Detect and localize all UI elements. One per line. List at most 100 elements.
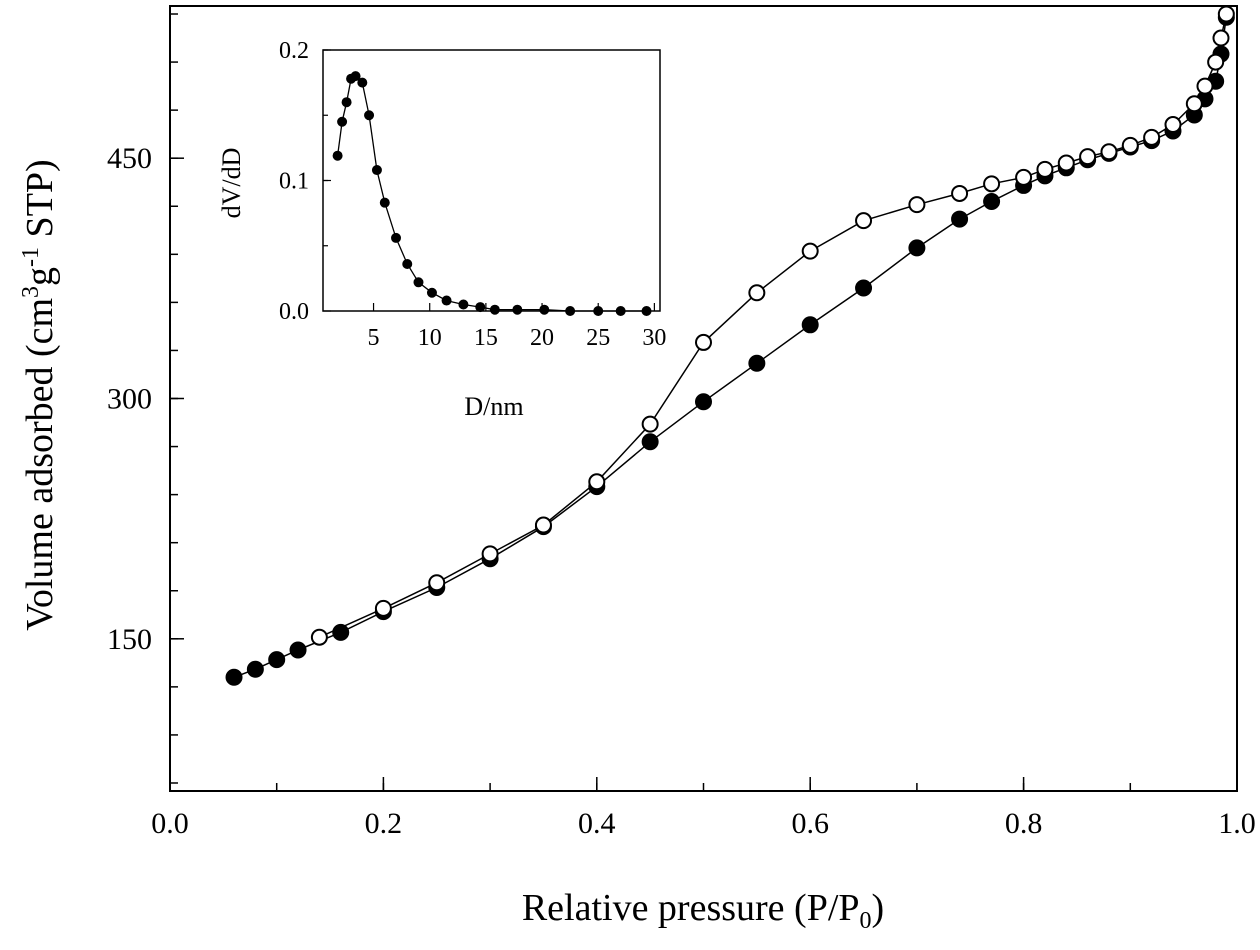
inset-x-tick-label: 5 [368,325,380,351]
inset-series-0-point [641,306,652,316]
inset-axes-ticks: 5 10 15 20 25 30 0.0 0.1 0.2 [279,38,666,351]
main-series-1-point [588,473,606,491]
inset-series-0-point [458,299,469,310]
main-series-1-point [983,175,1001,193]
main-series-1-point [374,599,392,617]
y-axis-label-g: g [19,267,61,286]
main-series-1-point [908,196,926,214]
inset-series-0-point [357,77,368,88]
main-series-1-point [1207,53,1225,71]
inset-y-tick-label: 0.0 [279,299,309,325]
inset-series-0-point [539,304,550,315]
main-series-1-point [481,545,499,563]
main-series-0-point [951,210,969,228]
inset-series-0-point [341,97,352,108]
main-series-1-point [1057,154,1075,172]
main-x-tick-label: 0.2 [365,807,403,840]
inset-series-0-point [475,302,486,313]
main-series-1-point [801,242,819,260]
main-series-0-point [695,393,712,411]
x-axis-label-text: Relative pressure (P/P [522,887,860,929]
main-series-1-point [1143,128,1161,146]
main-series-1-point [1079,148,1097,166]
main-axes-ticks: 0.0 0.2 0.4 0.6 0.8 1.0 150 300 450 [107,13,1256,840]
main-series-1-point [1196,77,1214,95]
main-series-0-point [748,354,766,372]
main-series-1-point [695,333,712,351]
inset-y-tick-label: 0.1 [279,169,309,195]
inset-y-tick-label: 0.2 [279,38,309,64]
main-series-0-point [289,641,307,659]
main-y-tick-label: 450 [107,142,152,175]
x-axis-label: Relative pressure (P/P0) [522,887,884,934]
y-axis-label: Volume adsorbed (cm3g-1 STP) [18,159,61,630]
main-y-tick-label: 150 [107,623,152,656]
y-axis-label-end: STP) [19,159,61,247]
inset-series-0-point [379,197,390,208]
main-series-0-point [983,192,1001,210]
main-series-1-point [1164,116,1182,134]
inset-series-group [332,71,652,316]
x-axis-label-subscript: 0 [860,908,872,934]
main-series-0-point [225,668,243,686]
inset-series-0-point [332,150,343,161]
main-x-tick-label: 0.8 [1005,807,1043,840]
inset-series-0-line [336,75,647,312]
main-series-1-point [1212,29,1230,47]
inset-series-0-point [364,110,375,121]
inset-x-tick-label: 30 [642,325,666,351]
inset-x-axis-label: D/nm [464,392,523,421]
main-series-1-point [1217,5,1235,23]
inset-series-0-point [593,306,604,316]
main-y-tick-label: 300 [107,383,152,416]
y-axis-label-superscript-1: 3 [18,286,44,298]
main-series-1-point [1036,160,1054,178]
inset-series-0-point [337,116,348,127]
main-series-1-point [951,184,969,202]
main-series-1-point [748,284,766,302]
main-series-0-point [801,316,819,334]
inset-series-0-point [426,287,437,298]
inset-series-0-point [615,306,626,316]
inset-series-0-point [350,71,361,82]
main-series-1-point [428,574,446,592]
inset-y-axis-label: dV/dD [217,148,246,219]
inset-x-tick-label: 15 [474,325,498,351]
inset-x-tick-label: 20 [530,325,554,351]
main-series-1-point [1015,168,1033,186]
main-series-0-point [855,279,873,297]
inset-series-0-point [441,295,452,306]
main-series-1-point [1121,136,1139,154]
inset-series-0-point [413,277,424,288]
main-x-tick-label: 0.0 [151,807,189,840]
inset-plot-area [322,49,661,312]
inset-series-0-point [371,165,382,176]
inset-frame [322,49,661,312]
inset-series-0-point [512,304,523,315]
main-series-group [225,5,1235,686]
main-series-1-point [310,628,328,646]
inset-series-0-point [402,259,413,270]
inset-series-0-point [565,306,576,316]
main-series-1-point [1100,143,1118,161]
main-series-1-point [534,516,552,534]
y-axis-label-superscript-2: -1 [18,247,44,267]
main-series-0-point [246,660,264,678]
x-axis-label-end: ) [872,887,885,929]
main-x-tick-label: 0.6 [791,807,829,840]
main-series-0-point [641,433,659,451]
main-series-1-point [1185,95,1203,113]
inset-x-tick-label: 25 [586,325,610,351]
main-series-0-point [908,239,926,257]
y-axis-label-text: Volume adsorbed (cm [19,298,61,631]
main-series-0-line [233,17,1228,679]
main-series-1-line [319,13,1228,638]
inset-series-0-point [489,304,500,315]
main-x-tick-label: 0.4 [578,807,616,840]
main-x-tick-label: 1.0 [1218,807,1256,840]
main-series-1-point [855,212,873,230]
main-series-0-point [268,651,286,669]
main-series-1-point [641,415,659,433]
inset-series-0-point [391,232,402,243]
